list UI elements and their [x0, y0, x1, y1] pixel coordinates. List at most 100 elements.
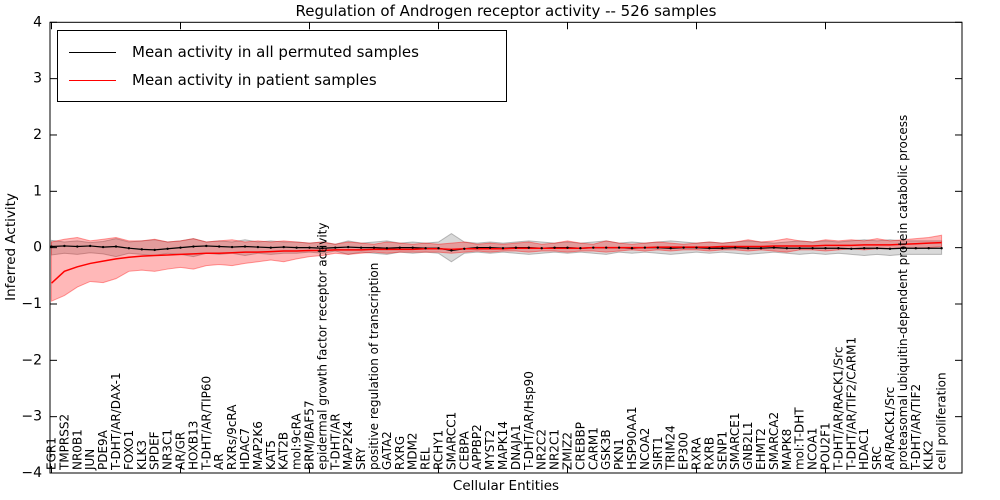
x-category-label: SMARCA2 — [767, 412, 781, 470]
x-category-label: SMARCE1 — [728, 412, 742, 470]
chart-title: Regulation of Androgen receptor activity… — [295, 2, 717, 20]
legend: Mean activity in all permuted samples Me… — [57, 30, 507, 102]
x-category-label: MAP2K4 — [341, 421, 355, 470]
x-category-label: T-DHT/AR — [328, 413, 342, 471]
legend-item-permuted: Mean activity in all permuted samples — [69, 38, 506, 66]
x-category-label: mol:T-DHT — [793, 407, 807, 470]
x-category-label: GNB2L1 — [741, 422, 755, 470]
x-category-label: NR2C2 — [535, 429, 549, 470]
x-category-label: APPBP2 — [470, 424, 484, 470]
marker-series-0 — [863, 247, 866, 250]
x-category-label: SRY — [354, 447, 368, 470]
marker-series-0 — [488, 246, 492, 249]
marker-series-0 — [63, 244, 66, 248]
line-series-0 — [51, 245, 942, 252]
marker-series-0 — [476, 246, 479, 249]
x-category-label: SPDEF — [148, 431, 162, 470]
marker-series-0 — [50, 245, 53, 248]
y-tick-label: −1 — [21, 296, 42, 312]
marker-series-0 — [398, 246, 401, 249]
marker-series-0 — [824, 247, 827, 250]
x-category-label: EP300 — [677, 432, 691, 470]
x-category-label: RXRA — [690, 437, 704, 470]
marker-series-0 — [450, 249, 453, 252]
marker-series-0 — [527, 246, 530, 249]
marker-series-0 — [192, 245, 195, 248]
legend-label-permuted: Mean activity in all permuted samples — [132, 43, 419, 61]
marker-series-0 — [811, 247, 814, 250]
marker-series-0 — [347, 245, 350, 249]
marker-series-0 — [101, 245, 105, 249]
x-category-label: CREBBP — [573, 422, 587, 470]
x-category-label: EGR1 — [45, 437, 59, 470]
band-series-1 — [51, 234, 943, 302]
y-tick-label: 3 — [33, 71, 42, 87]
marker-series-0 — [359, 246, 363, 249]
marker-series-0 — [605, 246, 608, 249]
x-category-label: T-DHT/AR/TIF2 — [909, 384, 923, 471]
x-category-label: PDE9A — [96, 429, 110, 470]
x-category-label: HDAC7 — [238, 428, 252, 470]
marker-series-0 — [295, 246, 298, 249]
x-category-label: MAPK8 — [780, 429, 794, 470]
x-category-label: T-DHT/AR/Hsp90 — [522, 371, 536, 471]
marker-series-0 — [501, 247, 505, 250]
x-category-label: HDAC1 — [857, 428, 871, 470]
x-category-label: CARM1 — [586, 427, 600, 470]
marker-series-0 — [940, 247, 943, 250]
x-category-label: DNAJA1 — [509, 424, 523, 470]
marker-series-0 — [798, 247, 801, 250]
marker-series-0 — [89, 244, 92, 248]
x-category-label: GSK3B — [599, 429, 613, 470]
y-tick-label: 0 — [33, 240, 42, 256]
x-category-label: NCOA2 — [638, 428, 652, 470]
marker-series-0 — [463, 247, 466, 250]
x-category-label: CEBPA — [457, 430, 471, 470]
marker-series-0 — [643, 246, 647, 249]
marker-series-0 — [630, 247, 634, 250]
x-category-label: KLK2 — [922, 440, 936, 470]
marker-series-0 — [579, 247, 582, 250]
x-category-label: AR — [212, 453, 226, 470]
marker-series-0 — [888, 247, 892, 250]
x-category-label: PKN1 — [612, 438, 626, 470]
marker-series-0 — [514, 246, 518, 249]
marker-series-0 — [127, 247, 131, 250]
x-category-label: HOXB13 — [186, 421, 200, 470]
marker-series-0 — [140, 248, 143, 251]
x-category-label: NR3C1 — [161, 429, 175, 470]
marker-series-0 — [243, 245, 247, 248]
marker-series-0 — [566, 246, 569, 249]
y-tick-label: 2 — [33, 127, 42, 143]
x-category-label: SRC — [870, 446, 884, 470]
x-category-label: SMARCC1 — [444, 412, 458, 470]
marker-series-0 — [540, 247, 543, 250]
x-category-label: mol:9cRA — [290, 413, 304, 470]
marker-series-0 — [695, 246, 698, 249]
marker-series-0 — [282, 245, 285, 249]
marker-series-0 — [437, 247, 440, 250]
marker-series-0 — [734, 246, 737, 249]
x-category-label: proteasomal ubiquitin-dependent protein … — [896, 115, 910, 470]
marker-series-0 — [179, 246, 182, 249]
marker-series-0 — [927, 247, 930, 250]
marker-series-0 — [230, 245, 234, 249]
x-category-label: T-DHT/AR/RACK1/Src — [831, 347, 845, 471]
x-category-label: FOXO1 — [122, 430, 136, 470]
marker-series-0 — [218, 245, 221, 248]
x-category-label: NR0B1 — [70, 429, 84, 470]
marker-series-0 — [153, 248, 156, 252]
x-category-label: epidermal growth factor receptor activit… — [315, 223, 329, 470]
marker-series-0 — [785, 247, 788, 250]
x-category-label: T-DHT/AR/TIP60 — [199, 376, 213, 471]
x-category-label: SENP1 — [715, 431, 729, 470]
marker-series-0 — [914, 247, 917, 250]
marker-series-0 — [837, 247, 840, 250]
x-category-label: AR/GR — [174, 432, 188, 470]
x-category-label: GATA2 — [380, 431, 394, 470]
x-category-label: BRM/BAF57 — [303, 400, 317, 470]
marker-series-0 — [772, 246, 776, 249]
x-category-label: T-DHT/AR/DAX-1 — [109, 372, 123, 471]
y-tick-label: 4 — [33, 14, 42, 30]
